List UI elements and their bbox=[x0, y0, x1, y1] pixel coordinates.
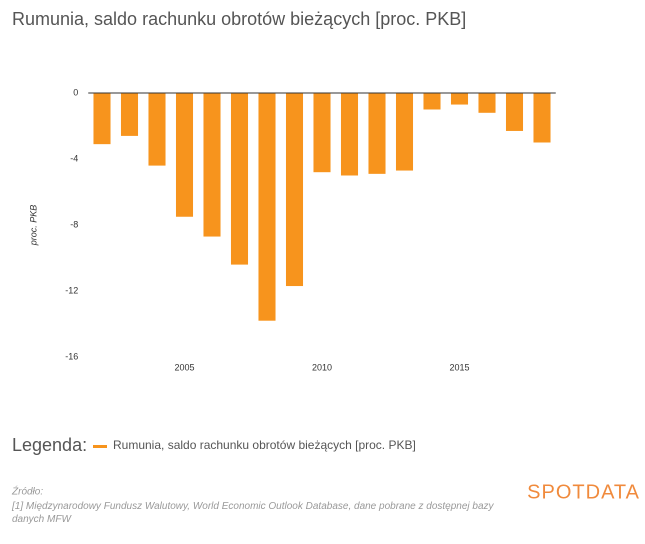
bar bbox=[478, 93, 496, 113]
bar bbox=[230, 93, 249, 265]
source-text: [1] Międzynarodowy Fundusz Walutowy, Wor… bbox=[12, 501, 494, 525]
bar bbox=[340, 93, 359, 176]
source-heading: Źródło: bbox=[11, 485, 43, 498]
bar bbox=[533, 93, 551, 143]
bar bbox=[120, 93, 139, 136]
legend-swatch bbox=[93, 445, 107, 448]
bar bbox=[93, 93, 111, 145]
bar bbox=[505, 93, 524, 131]
x-tick-label: 2010 bbox=[312, 362, 332, 372]
y-tick-label: -4 bbox=[70, 153, 78, 163]
bar bbox=[203, 93, 221, 237]
y-tick-label: 0 bbox=[73, 87, 78, 97]
x-tick-label: 2005 bbox=[174, 362, 194, 372]
bar bbox=[148, 93, 166, 166]
bar bbox=[450, 93, 469, 105]
y-tick-label: -8 bbox=[70, 219, 78, 229]
y-axis-label: proc. PKB bbox=[28, 205, 38, 247]
bar bbox=[313, 93, 331, 173]
bar bbox=[368, 93, 386, 174]
bar bbox=[423, 93, 441, 110]
bar bbox=[395, 93, 414, 171]
chart-title: Rumunia, saldo rachunku obrotów bieżącyc… bbox=[12, 9, 466, 29]
bar bbox=[285, 93, 304, 287]
y-tick-label: -12 bbox=[65, 285, 78, 295]
bar bbox=[258, 93, 276, 321]
legend-title: Legenda: bbox=[12, 435, 87, 455]
legend-label: Rumunia, saldo rachunku obrotów bieżącyc… bbox=[113, 438, 416, 452]
bar bbox=[175, 93, 194, 217]
y-tick-label: -16 bbox=[65, 351, 78, 361]
x-tick-label: 2015 bbox=[449, 362, 469, 372]
logo: SPOTDATA bbox=[527, 481, 640, 503]
